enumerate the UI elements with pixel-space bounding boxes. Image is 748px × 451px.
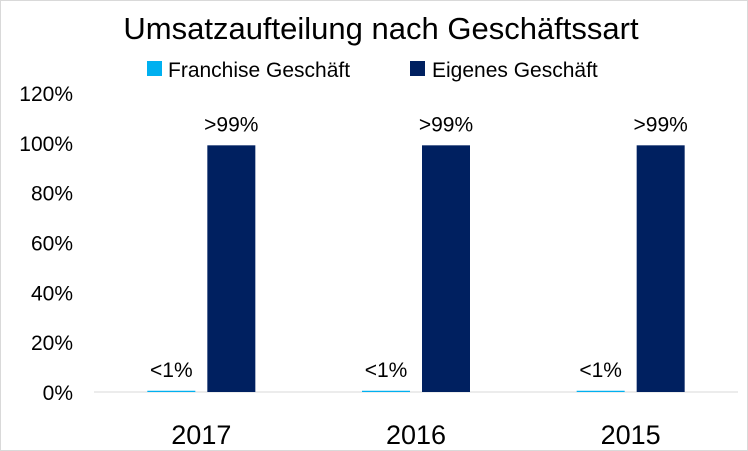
bar-eigenes-2016 [422, 145, 470, 392]
legend-swatch-eigenes [410, 61, 425, 76]
bar-franchise-2016 [362, 390, 410, 392]
y-tick-label: 20% [31, 332, 73, 355]
x-tick-label-2015: 2015 [601, 420, 661, 450]
bar-franchise-2017 [147, 390, 196, 392]
y-tick-label: 80% [31, 183, 73, 206]
y-axis: 0% 20% 40% 60% 80% 100% 120% [19, 83, 73, 405]
legend-label-franchise: Franchise Geschäft [168, 59, 350, 82]
y-tick-label: 40% [31, 282, 73, 305]
y-tick-label: 100% [19, 133, 73, 156]
bars [147, 145, 685, 392]
y-tick-label: 120% [19, 83, 73, 106]
x-tick-label-2016: 2016 [386, 420, 446, 450]
legend-swatch-franchise [147, 61, 162, 76]
data-label-eigenes-2015: >99% [634, 113, 688, 136]
data-label-eigenes-2017: >99% [204, 113, 258, 136]
data-label-franchise-2015: <1% [579, 359, 622, 382]
bar-eigenes-2017 [207, 145, 256, 392]
data-label-franchise-2016: <1% [365, 359, 408, 382]
x-tick-label-2017: 2017 [171, 420, 231, 450]
chart-title: Umsatzaufteilung nach Geschäftssart [123, 11, 639, 46]
bar-franchise-2015 [576, 390, 625, 392]
legend-label-eigenes: Eigenes Geschäft [432, 59, 598, 82]
bar-eigenes-2015 [636, 145, 685, 392]
data-labels: <1% >99% <1% >99% <1% >99% [150, 113, 688, 381]
legend: Franchise Geschäft Eigenes Geschäft [147, 59, 598, 82]
y-tick-label: 60% [31, 233, 73, 256]
x-axis: 2017 2016 2015 [171, 420, 660, 450]
data-label-eigenes-2016: >99% [419, 113, 473, 136]
data-label-franchise-2017: <1% [150, 359, 193, 382]
y-tick-label: 0% [43, 382, 73, 405]
